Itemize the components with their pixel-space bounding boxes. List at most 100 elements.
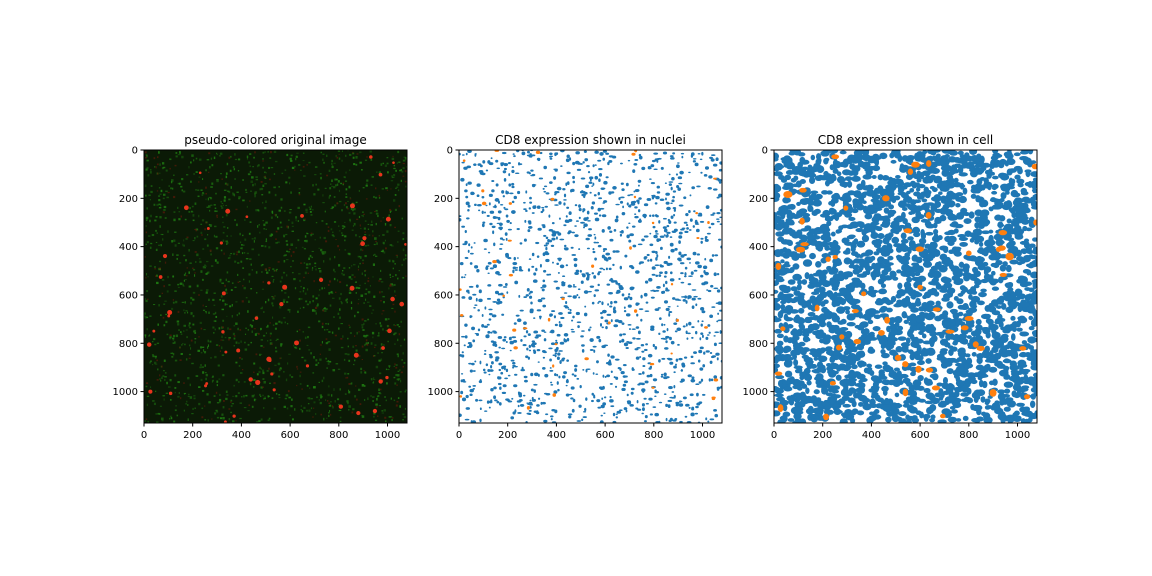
green-signal-speck — [257, 209, 260, 212]
mask-blob-negative — [595, 373, 599, 375]
mask-blob-negative — [711, 254, 715, 257]
green-signal-speck — [174, 231, 177, 233]
red-background-speck — [342, 182, 345, 185]
green-signal-speck — [314, 309, 317, 313]
green-signal-speck — [241, 396, 243, 398]
mask-blob-negative — [543, 269, 547, 273]
mask-blob-negative — [701, 334, 704, 338]
green-signal-speck — [404, 157, 407, 160]
mask-blob-negative — [981, 230, 991, 235]
green-signal-speck — [219, 393, 221, 396]
mask-blob-negative — [542, 304, 547, 308]
green-signal-speck — [152, 400, 155, 402]
green-signal-speck — [300, 405, 302, 407]
mask-blob-negative — [574, 204, 578, 207]
red-background-speck — [157, 172, 159, 175]
green-signal-speck — [176, 414, 179, 417]
red-background-speck — [194, 272, 196, 274]
green-signal-speck — [296, 330, 298, 333]
mask-blob-negative — [492, 205, 498, 208]
red-signal-spot — [168, 391, 173, 396]
mask-blob-negative — [807, 173, 817, 178]
mask-blob-negative — [678, 204, 684, 207]
mask-blob-negative — [563, 247, 567, 250]
green-signal-speck — [370, 342, 373, 345]
green-signal-speck — [230, 186, 232, 189]
red-background-speck — [356, 153, 359, 155]
mask-blob-negative — [971, 336, 978, 343]
green-signal-speck — [352, 225, 354, 227]
red-background-speck — [295, 384, 298, 387]
green-signal-speck — [209, 340, 212, 343]
green-signal-speck — [245, 297, 248, 299]
mask-blob-negative — [567, 311, 572, 315]
green-signal-speck — [394, 290, 396, 293]
mask-blob-negative — [694, 219, 698, 224]
mask-blob-negative — [479, 407, 482, 411]
mask-blob-negative — [471, 192, 475, 195]
green-signal-speck — [364, 220, 367, 222]
red-background-speck — [289, 248, 291, 251]
mask-blob-negative — [680, 272, 684, 275]
green-signal-speck — [252, 165, 254, 168]
green-signal-speck — [171, 253, 174, 256]
red-background-speck — [338, 153, 340, 155]
green-signal-speck — [338, 230, 341, 232]
mask-layer — [459, 150, 722, 423]
green-signal-speck — [288, 310, 291, 313]
mask-blob-negative — [532, 345, 536, 348]
green-signal-speck — [189, 344, 191, 347]
green-signal-speck — [196, 235, 199, 238]
mask-blob-positive — [676, 318, 679, 322]
green-signal-speck — [278, 305, 282, 309]
mask-blob-negative — [867, 319, 874, 325]
green-signal-speck — [401, 217, 403, 220]
green-signal-speck — [295, 219, 297, 222]
red-background-speck — [313, 407, 315, 409]
mask-blob-negative — [459, 413, 462, 418]
mask-blob-negative — [685, 330, 688, 335]
mask-blob-negative — [594, 150, 599, 154]
green-signal-speck — [211, 164, 214, 167]
green-signal-speck — [169, 417, 171, 420]
red-signal-spot — [272, 388, 276, 392]
red-background-speck — [208, 171, 210, 173]
mask-blob-negative — [498, 346, 501, 349]
green-signal-speck — [150, 242, 153, 245]
green-signal-speck — [246, 205, 249, 208]
green-signal-speck — [300, 409, 303, 411]
mask-blob-negative — [955, 192, 964, 197]
green-signal-speck — [366, 182, 368, 185]
mask-blob-negative — [774, 302, 781, 311]
green-signal-speck — [156, 232, 158, 234]
green-signal-speck — [253, 362, 256, 365]
red-background-speck — [395, 254, 398, 256]
mask-blob-negative — [494, 399, 498, 402]
green-signal-speck — [332, 235, 335, 238]
mask-blob-negative — [467, 249, 470, 253]
mask-blob-negative — [696, 253, 701, 256]
green-signal-speck — [375, 196, 378, 199]
green-signal-speck — [163, 398, 165, 401]
mask-blob-negative — [533, 330, 539, 334]
mask-blob-negative — [584, 407, 587, 412]
mask-blob-negative — [570, 328, 574, 331]
red-background-speck — [381, 313, 383, 315]
mask-blob-negative — [708, 331, 711, 334]
green-signal-speck — [384, 164, 388, 167]
panel-nuclei-mask: CD8 expression shown in nuclei 0 200 400 60… — [428, 133, 723, 441]
mask-blob-negative — [791, 328, 798, 334]
mask-blob-negative — [969, 150, 978, 155]
green-signal-speck — [356, 311, 360, 314]
red-signal-spot — [362, 236, 367, 241]
red-background-speck — [380, 220, 382, 223]
green-signal-speck — [355, 234, 357, 237]
mask-blob-negative — [666, 233, 669, 238]
green-signal-speck — [213, 156, 216, 160]
mask-blob-negative — [508, 336, 512, 341]
mask-blob-negative — [488, 308, 493, 311]
green-signal-speck — [195, 375, 199, 377]
mask-blob-negative — [855, 227, 864, 233]
green-signal-speck — [278, 375, 281, 378]
x-tick-label: 600 — [281, 430, 300, 441]
